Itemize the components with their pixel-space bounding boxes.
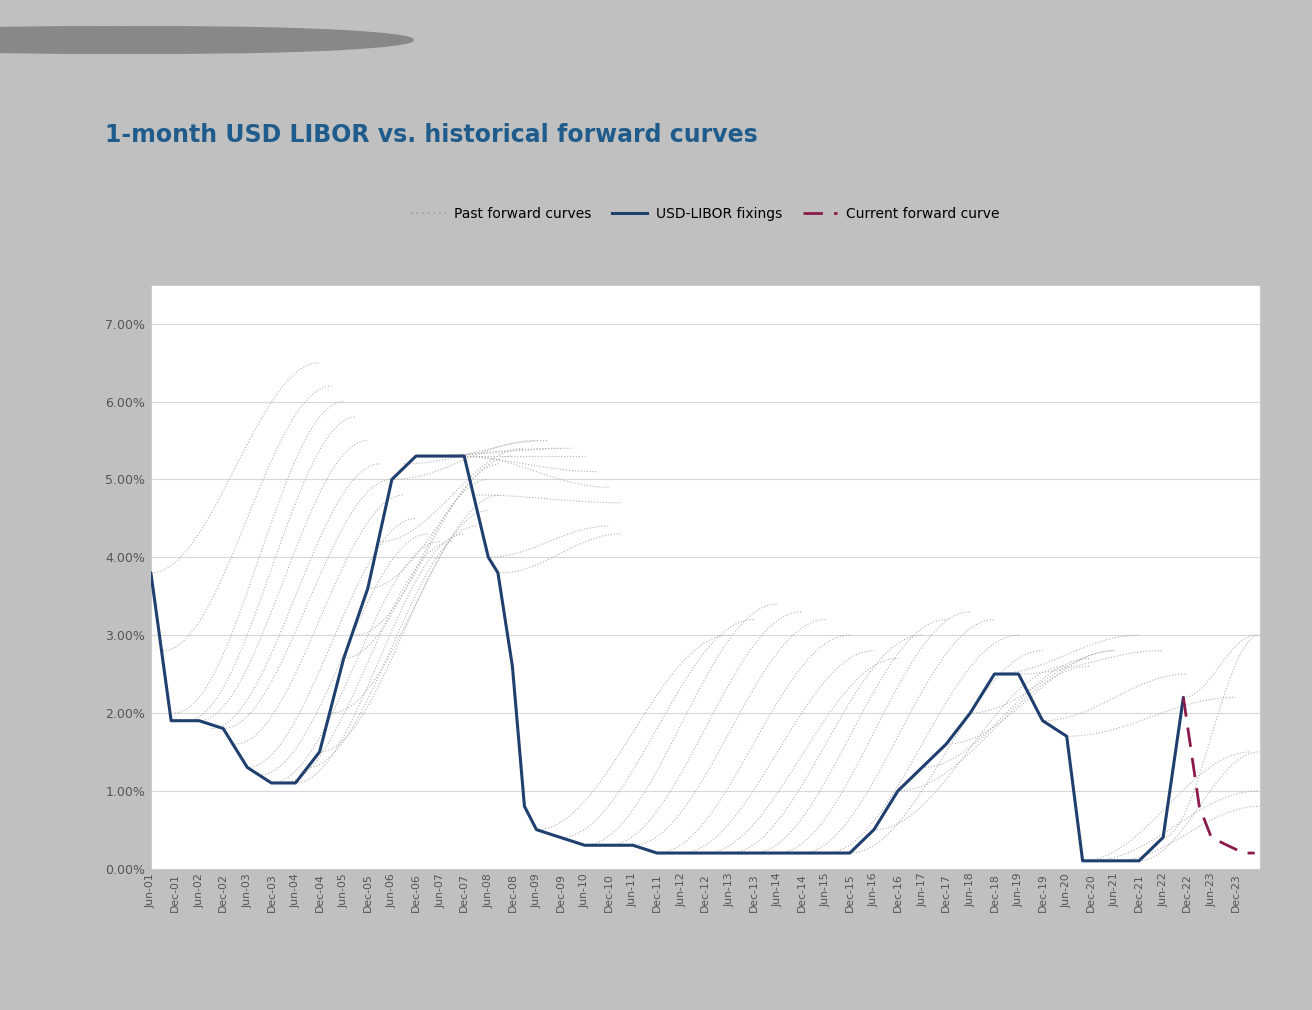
Legend: Past forward curves, USD-LIBOR fixings, Current forward curve: Past forward curves, USD-LIBOR fixings, … — [405, 201, 1005, 226]
Text: 1-month USD LIBOR vs. historical forward curves: 1-month USD LIBOR vs. historical forward… — [105, 123, 758, 147]
Circle shape — [0, 27, 308, 54]
Circle shape — [0, 27, 413, 54]
Circle shape — [0, 27, 361, 54]
